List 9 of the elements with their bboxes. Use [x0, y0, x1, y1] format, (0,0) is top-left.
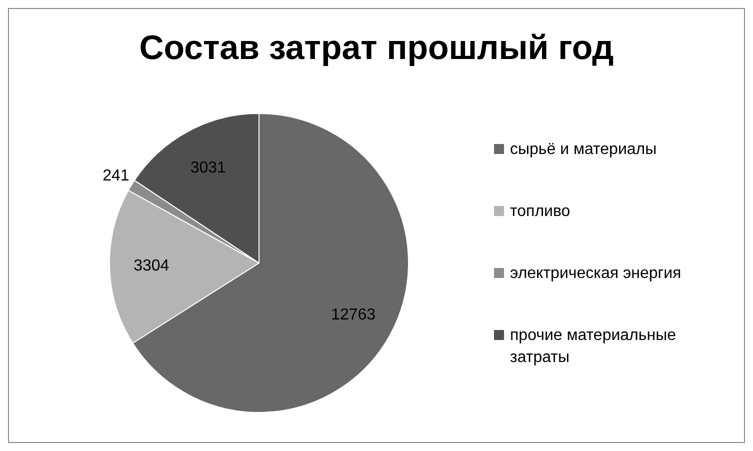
data-label: 3304 — [134, 258, 170, 275]
data-label: 241 — [102, 167, 130, 184]
legend-label: прочие материальные затраты — [510, 326, 677, 368]
legend-label: топливо — [510, 202, 570, 222]
legend-label: электрическая энергия — [510, 264, 682, 284]
legend-label: сырьё и материалы — [510, 140, 657, 160]
data-label: 3031 — [190, 160, 226, 177]
data-label: 12763 — [331, 306, 376, 324]
chart-title: Состав затрат прошлый год — [138, 29, 615, 68]
